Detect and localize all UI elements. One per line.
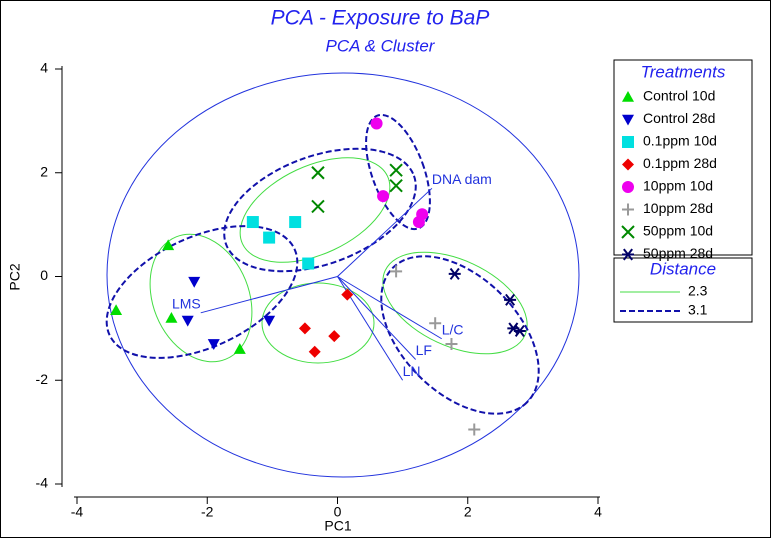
cluster-2.3 — [261, 282, 375, 364]
legend-label: 10ppm 10d — [643, 178, 713, 194]
y-tick-label: 2 — [40, 163, 48, 179]
y-tick-label: 0 — [40, 267, 48, 283]
cluster-3.1 — [365, 113, 431, 231]
x-tick-label: 0 — [334, 504, 342, 520]
distance-legend-label: 2.3 — [688, 283, 708, 299]
legend-marker — [622, 91, 634, 102]
y-tick-label: -2 — [36, 371, 49, 387]
loading-label: LN — [403, 363, 421, 379]
loading-label: LMS — [172, 296, 201, 312]
point — [298, 322, 311, 335]
y-tick-label: -4 — [36, 475, 49, 491]
loading-vector — [337, 187, 433, 277]
point — [445, 337, 458, 350]
legend-label: 10ppm 28d — [643, 200, 713, 216]
distance-legend-title: Distance — [650, 259, 716, 278]
point — [429, 317, 442, 330]
cluster-3.1 — [380, 255, 540, 415]
point — [311, 166, 325, 180]
point — [207, 339, 220, 350]
point — [263, 315, 276, 327]
point — [246, 216, 259, 229]
point — [263, 231, 276, 244]
point — [289, 216, 302, 229]
loading-vector — [337, 276, 417, 360]
legend-label: 0.1ppm 28d — [643, 155, 717, 171]
loading-label: LF — [416, 342, 432, 358]
chart-subtitle: PCA & Cluster — [326, 36, 436, 55]
x-tick-label: -4 — [71, 504, 84, 520]
point — [165, 312, 178, 323]
legend-marker — [621, 225, 635, 239]
point — [308, 345, 321, 358]
clusters — [105, 72, 580, 478]
cluster-3.1 — [105, 225, 299, 359]
point — [377, 190, 390, 203]
cluster-2.3 — [382, 251, 528, 355]
y-axis-label: PC2 — [7, 263, 23, 290]
point — [162, 239, 175, 251]
loading-vector — [337, 276, 442, 340]
legend-marker — [622, 203, 634, 216]
cluster-all — [106, 72, 580, 478]
x-axis-label: PC1 — [324, 518, 351, 534]
distance-legend-label: 3.1 — [688, 302, 708, 318]
cluster-3.1 — [223, 147, 417, 273]
loading-label: L/C — [442, 321, 464, 337]
point — [181, 315, 194, 327]
point — [389, 179, 403, 193]
x-tick-label: 2 — [464, 504, 472, 520]
point — [188, 276, 201, 288]
point — [389, 163, 403, 177]
point — [390, 265, 403, 278]
loading-vector — [200, 276, 338, 314]
distance-legend-box — [613, 257, 753, 323]
point — [311, 199, 325, 214]
y-tick-label: 4 — [40, 60, 48, 76]
cluster-2.3 — [149, 233, 253, 363]
point — [416, 208, 429, 221]
point — [504, 293, 517, 306]
point — [110, 304, 123, 316]
legend-marker — [622, 136, 634, 148]
legend-label: 50ppm 10d — [643, 223, 713, 239]
x-tick-label: 4 — [594, 504, 602, 520]
legend-marker — [622, 248, 634, 261]
legend-marker — [622, 158, 634, 171]
point — [341, 288, 354, 301]
legend-box — [613, 59, 753, 256]
point — [233, 343, 246, 354]
legend-label: 50ppm 28d — [643, 245, 713, 261]
point — [513, 324, 526, 337]
point — [448, 267, 461, 280]
cluster-2.3 — [239, 157, 391, 263]
legend-label: Control 28d — [643, 110, 715, 126]
point — [370, 117, 383, 130]
x-tick-label: -2 — [201, 504, 214, 520]
legend-label: 0.1ppm 10d — [643, 133, 717, 149]
point — [468, 423, 481, 436]
point — [328, 330, 341, 343]
legend-title: Treatments — [641, 62, 726, 81]
legend-marker — [622, 181, 634, 193]
loading-label: DNA dam — [432, 171, 492, 187]
legend-marker — [622, 114, 634, 126]
point — [302, 257, 315, 270]
chart-title: PCA - Exposure to BaP — [271, 7, 490, 30]
legend-label: Control 10d — [643, 88, 715, 104]
